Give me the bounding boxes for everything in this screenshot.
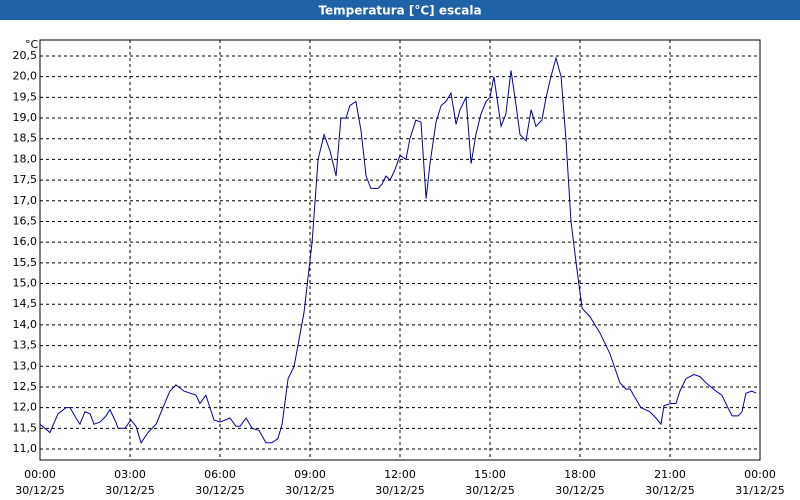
x-tick-date: 30/12/25 [375,484,424,497]
y-tick-label: 15,5 [13,256,38,269]
x-tick-date: 30/12/25 [15,484,64,497]
x-tick-date: 30/12/25 [465,484,514,497]
y-tick-label: 20,0 [13,70,38,83]
window-title: Temperatura [°C] escala [318,4,481,18]
x-tick-label: 00:00 [24,468,56,481]
x-tick-date: 30/12/25 [285,484,334,497]
y-tick-label: 15,0 [13,277,38,290]
x-tick-label: 12:00 [384,468,416,481]
y-tick-label: 13,5 [13,339,38,352]
y-tick-label: 11,0 [13,442,38,455]
temperature-line [39,56,757,444]
y-tick-label: 12,5 [13,380,38,393]
y-tick-label: 18,0 [13,152,38,165]
y-unit: °C [25,38,39,51]
x-tick-label: 18:00 [564,468,596,481]
x-tick-date: 30/12/25 [105,484,154,497]
x-tick-label: 15:00 [474,468,506,481]
x-tick-label: 09:00 [294,468,326,481]
y-tick-label: 17,5 [13,173,38,186]
x-tick-date: 31/12/25 [735,484,784,497]
y-tick-label: 18,5 [13,132,38,145]
x-tick-label: 03:00 [114,468,146,481]
y-tick-label: 19,0 [13,111,38,124]
y-tick-label: 11,5 [13,421,38,434]
y-tick-label: 20,5 [13,49,38,62]
y-tick-label: 12,0 [13,401,38,414]
x-tick-label: 21:00 [654,468,686,481]
x-tick-label: 06:00 [204,468,236,481]
title-bar [0,0,800,20]
x-tick-label: 00:00 [744,468,776,481]
x-tick-date: 30/12/25 [555,484,604,497]
y-tick-label: 17,0 [13,194,38,207]
y-tick-label: 16,5 [13,214,38,227]
y-tick-label: 13,0 [13,359,38,372]
y-tick-label: 19,5 [13,90,38,103]
y-tick-label: 16,0 [13,235,38,248]
x-tick-date: 30/12/25 [195,484,244,497]
y-tick-label: 14,0 [13,318,38,331]
y-tick-label: 14,5 [13,297,38,310]
x-tick-date: 30/12/25 [645,484,694,497]
